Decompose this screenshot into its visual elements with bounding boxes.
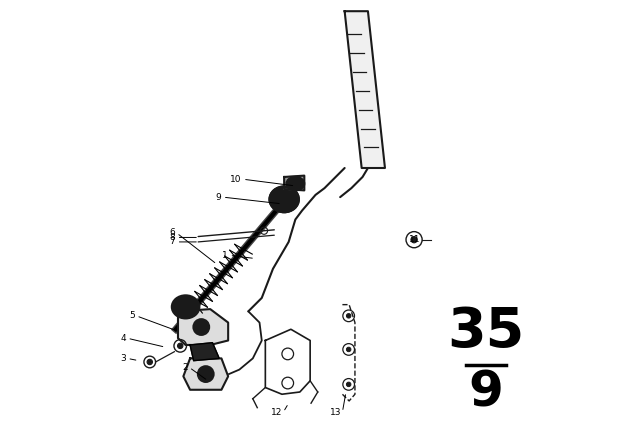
Text: 5: 5	[129, 311, 135, 320]
Ellipse shape	[172, 296, 199, 318]
Polygon shape	[178, 309, 228, 345]
Ellipse shape	[276, 193, 292, 206]
Circle shape	[193, 319, 209, 335]
Ellipse shape	[270, 187, 298, 212]
Text: 7: 7	[170, 237, 175, 246]
Circle shape	[346, 314, 351, 318]
Polygon shape	[190, 343, 220, 361]
Circle shape	[177, 343, 183, 349]
Circle shape	[346, 382, 351, 387]
Text: 9: 9	[468, 368, 503, 416]
Circle shape	[202, 370, 209, 378]
Text: 12: 12	[271, 408, 282, 417]
Text: 13: 13	[330, 408, 341, 417]
Text: 9: 9	[216, 193, 221, 202]
Text: 11: 11	[410, 235, 421, 244]
Ellipse shape	[287, 177, 305, 190]
Polygon shape	[184, 358, 228, 390]
Text: 6: 6	[170, 228, 175, 237]
Text: 10: 10	[230, 175, 242, 184]
Circle shape	[411, 237, 417, 243]
Text: 35: 35	[447, 305, 524, 358]
Circle shape	[198, 366, 214, 382]
Text: 3: 3	[120, 354, 126, 363]
Text: 1: 1	[223, 251, 228, 260]
Polygon shape	[284, 176, 305, 190]
Text: 8: 8	[170, 233, 175, 242]
Circle shape	[346, 347, 351, 352]
Circle shape	[147, 359, 152, 365]
Polygon shape	[345, 11, 385, 168]
Text: 4: 4	[120, 334, 126, 343]
Text: 2: 2	[182, 363, 188, 372]
Circle shape	[198, 323, 205, 331]
Ellipse shape	[177, 300, 195, 314]
